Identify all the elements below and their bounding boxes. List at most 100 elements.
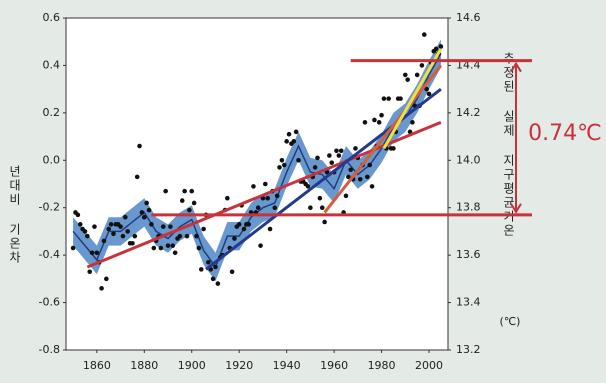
annual-point: [365, 175, 370, 180]
annual-point: [291, 139, 296, 144]
annual-point: [133, 234, 138, 239]
annual-point: [237, 222, 242, 227]
annual-point: [415, 73, 420, 78]
annual-point: [192, 201, 197, 206]
annual-point: [151, 246, 156, 251]
annual-point: [194, 234, 199, 239]
annual-point: [121, 234, 126, 239]
annual-point: [161, 224, 166, 229]
annual-point: [173, 250, 178, 255]
plot-area: [66, 18, 448, 350]
annual-point: [296, 158, 301, 163]
annual-point: [199, 267, 204, 272]
annual-point: [76, 213, 81, 218]
annual-point: [149, 222, 154, 227]
annual-point: [130, 241, 135, 246]
annual-point: [142, 215, 147, 220]
y-tick-label: -0.4: [39, 248, 60, 261]
annual-point: [327, 153, 332, 158]
y-axis-label: 년대비 기온차: [8, 165, 22, 265]
y2-tick-label: 14.2: [456, 106, 481, 119]
annual-point: [320, 205, 325, 210]
annual-point: [71, 246, 76, 251]
y-tick-label: 0.2: [43, 106, 61, 119]
annual-point: [85, 234, 90, 239]
annual-point: [230, 269, 235, 274]
annual-point: [163, 189, 168, 194]
x-tick-label: 1900: [178, 359, 206, 372]
y2-axis-label: 추정된 실제 지구평균기온: [502, 52, 516, 238]
annual-point: [104, 277, 109, 282]
annual-point: [258, 243, 263, 248]
annual-point: [367, 163, 372, 168]
annual-point: [95, 250, 100, 255]
annual-point: [370, 184, 375, 189]
annual-point: [147, 208, 152, 213]
annual-point: [232, 236, 237, 241]
annual-point: [358, 177, 363, 182]
annual-point: [272, 205, 277, 210]
annual-point: [92, 224, 97, 229]
y2-tick-label: 13.4: [456, 296, 481, 309]
y2-tick-label: 14.6: [456, 11, 481, 24]
x-tick-label: 1940: [273, 359, 301, 372]
annual-point: [256, 205, 261, 210]
annual-point: [405, 77, 410, 82]
annual-point: [294, 130, 299, 135]
annual-point: [344, 194, 349, 199]
y2-tick-label: 13.6: [456, 248, 481, 261]
annual-point: [334, 149, 339, 154]
annual-point: [439, 44, 444, 49]
x-tick-label: 1980: [368, 359, 396, 372]
annual-point: [246, 222, 251, 227]
annual-point: [225, 196, 230, 201]
annual-point: [83, 229, 88, 234]
y2-unit: (℃): [500, 315, 521, 328]
annual-point: [166, 243, 171, 248]
annual-point: [353, 146, 358, 151]
annual-point: [216, 281, 221, 286]
annual-point: [322, 220, 327, 225]
annual-point: [180, 198, 185, 203]
y-tick-label: 0.0: [43, 153, 61, 166]
annual-point: [313, 165, 318, 170]
annual-point: [106, 227, 111, 232]
annual-point: [284, 139, 289, 144]
annual-point: [263, 182, 268, 187]
annual-point: [363, 120, 368, 125]
annual-point: [211, 277, 216, 282]
annual-point: [377, 120, 382, 125]
annual-point: [87, 269, 92, 274]
annual-point: [265, 196, 270, 201]
x-tick-label: 1920: [225, 359, 253, 372]
x-tick-label: 1960: [320, 359, 348, 372]
annual-point: [379, 113, 384, 118]
x-tick-label: 1880: [130, 359, 158, 372]
annual-point: [78, 222, 83, 227]
annual-point: [422, 32, 427, 37]
annual-point: [315, 156, 320, 161]
annual-point: [201, 227, 206, 232]
annual-point: [137, 144, 142, 149]
annual-point: [420, 63, 425, 68]
annual-point: [140, 210, 145, 215]
annual-point: [206, 260, 211, 265]
x-tick-label: 2000: [415, 359, 443, 372]
annual-point: [386, 96, 391, 101]
annual-point: [280, 158, 285, 163]
annual-point: [123, 215, 128, 220]
annual-point: [282, 163, 287, 168]
annual-point: [99, 286, 104, 291]
annual-point: [178, 234, 183, 239]
annual-point: [109, 222, 114, 227]
annual-point: [348, 167, 353, 172]
annual-point: [329, 160, 334, 165]
annual-point: [197, 246, 202, 251]
x-tick-label: 1860: [83, 359, 111, 372]
annual-point: [118, 224, 123, 229]
annual-point: [410, 120, 415, 125]
y-tick-label: -0.2: [39, 201, 60, 214]
annual-point: [275, 194, 280, 199]
annual-point: [135, 175, 140, 180]
annual-point: [434, 47, 439, 52]
